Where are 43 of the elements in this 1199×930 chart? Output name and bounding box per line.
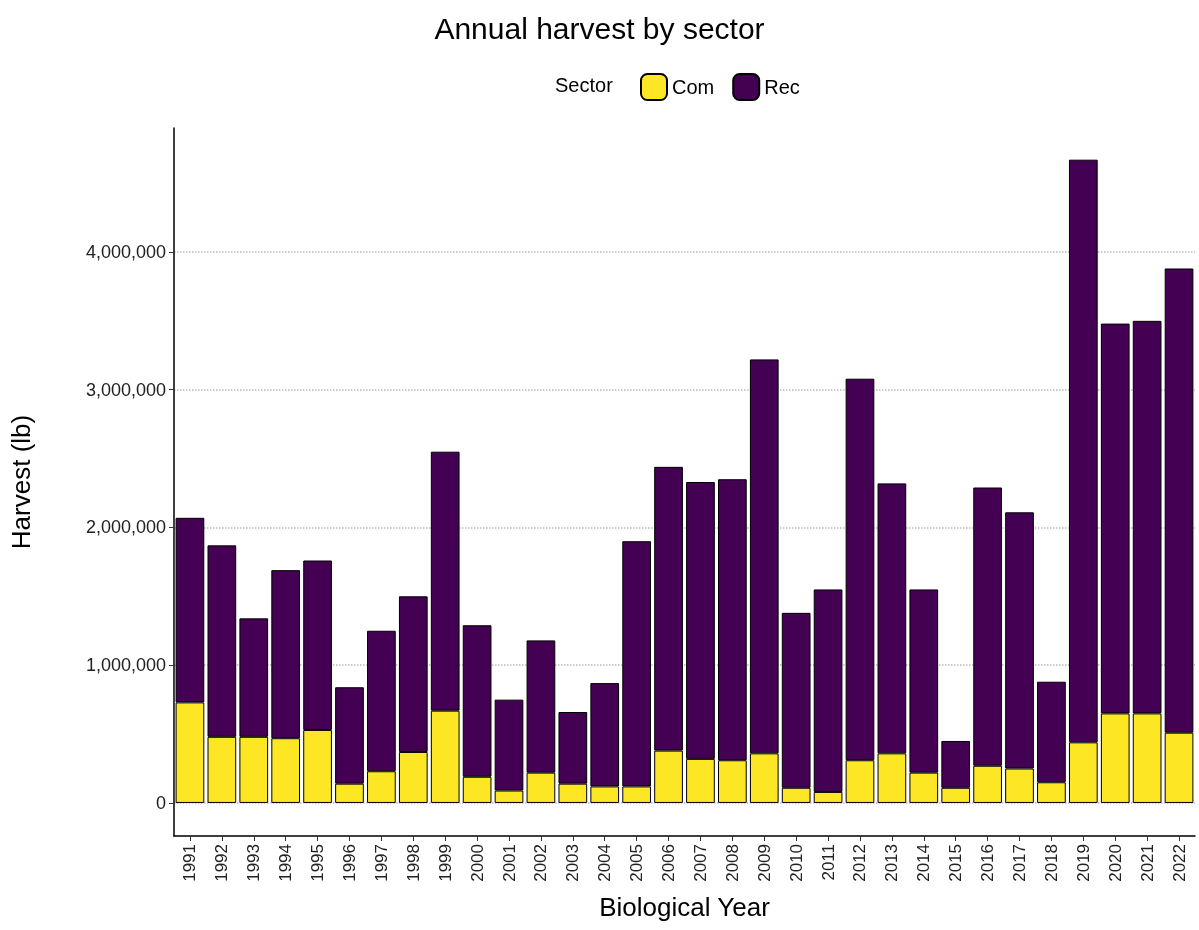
x-tick-label: 1991 xyxy=(180,844,200,882)
x-tick-label: 1993 xyxy=(244,844,264,882)
x-tick-label: 2015 xyxy=(946,844,966,882)
x-tick-label: 2006 xyxy=(659,844,679,882)
x-tick-label: 2016 xyxy=(978,844,998,882)
x-tick-label: 1998 xyxy=(403,844,423,882)
y-tick-label: 0 xyxy=(155,792,166,813)
x-tick-label: 2010 xyxy=(786,844,806,882)
x-tick-label: 2022 xyxy=(1169,844,1189,882)
x-tick-label: 2021 xyxy=(1137,844,1157,882)
y-tick-label: 4,000,000 xyxy=(85,241,166,262)
x-tick-label: 2000 xyxy=(467,844,487,882)
x-tick-label: 1996 xyxy=(339,844,359,882)
legend-title: Sector xyxy=(555,74,614,96)
x-tick-label: 2003 xyxy=(563,844,583,882)
x-tick-label: 2020 xyxy=(1105,844,1125,882)
x-tick-label: 2005 xyxy=(627,844,647,882)
x-tick-label: 1997 xyxy=(371,844,391,882)
x-tick-label: 1995 xyxy=(308,844,328,882)
chart-title: Annual harvest by sector xyxy=(434,11,765,45)
legend-label: Rec xyxy=(764,76,800,98)
y-tick-label: 1,000,000 xyxy=(85,655,166,676)
legend-label: Com xyxy=(672,76,715,98)
x-tick-label: 2018 xyxy=(1041,844,1061,882)
x-tick-label: 2019 xyxy=(1073,844,1093,882)
x-tick-label: 1992 xyxy=(212,844,232,882)
x-tick-label: 2012 xyxy=(850,844,870,882)
y-tick-label: 2,000,000 xyxy=(85,517,166,538)
x-tick-label: 2013 xyxy=(882,844,902,882)
x-tick-label: 1999 xyxy=(435,844,455,882)
x-tick-label: 2009 xyxy=(754,844,774,882)
x-tick-label: 2017 xyxy=(1010,844,1030,882)
x-tick-label: 2002 xyxy=(531,844,551,882)
y-tick-label: 3,000,000 xyxy=(85,379,166,400)
y-axis-title: Harvest (lb) xyxy=(6,414,36,550)
x-axis-title: Biological Year xyxy=(599,892,771,922)
x-tick-label: 2014 xyxy=(914,844,934,882)
x-tick-label: 2007 xyxy=(690,844,710,882)
x-tick-label: 1994 xyxy=(276,844,296,882)
x-tick-label: 2011 xyxy=(818,844,838,881)
x-tick-label: 2004 xyxy=(595,844,615,882)
x-tick-label: 2001 xyxy=(499,844,519,882)
x-tick-label: 2008 xyxy=(722,844,742,882)
